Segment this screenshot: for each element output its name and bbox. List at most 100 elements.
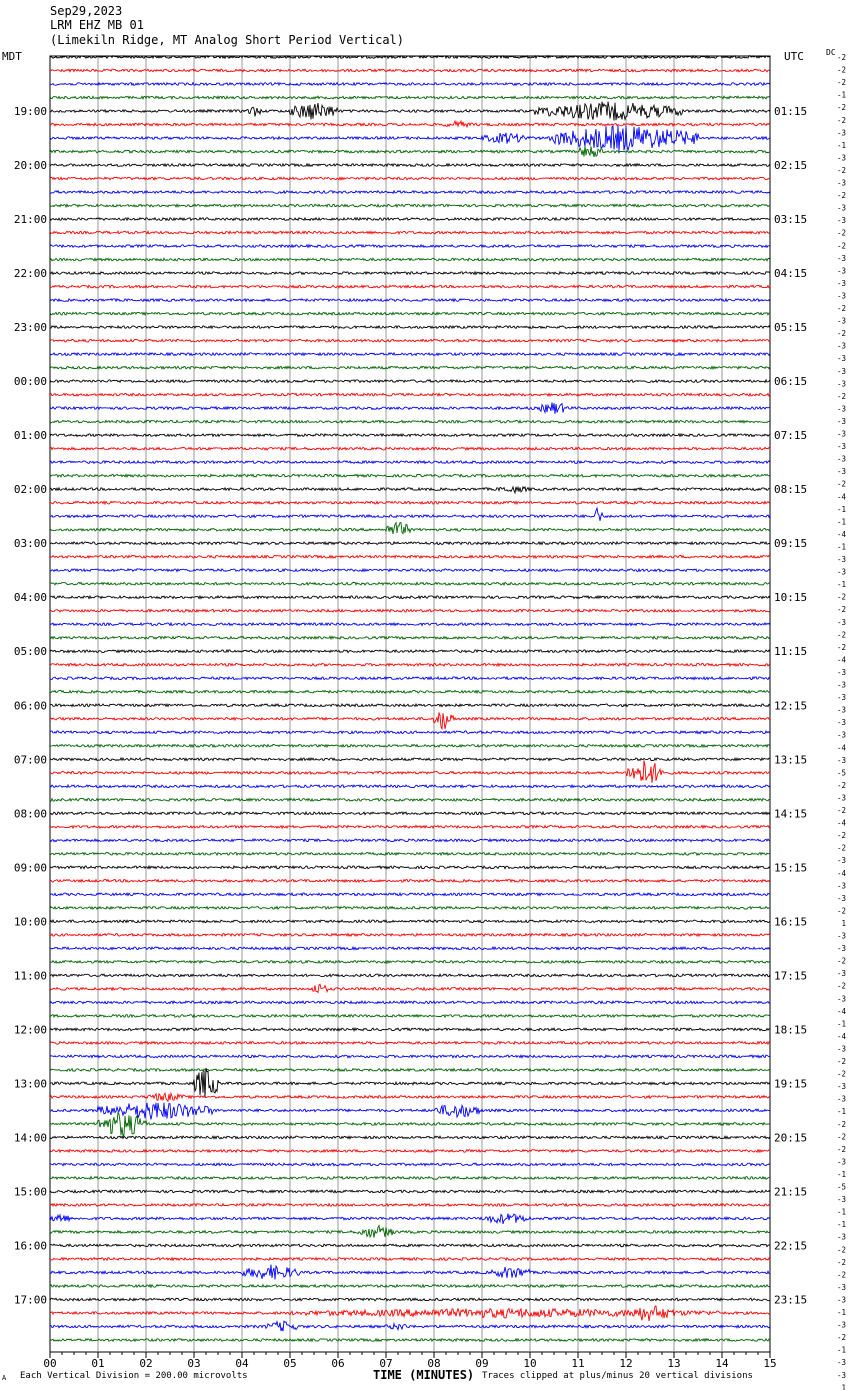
left-timezone-label: MDT — [2, 50, 22, 63]
dc-offset-value: -3 — [837, 568, 846, 577]
dc-offset-value: -1 — [837, 1019, 846, 1028]
dc-offset-value: -3 — [837, 793, 846, 802]
plot-date: Sep29,2023 — [50, 4, 123, 18]
dc-offset-value: -3 — [837, 342, 846, 351]
seismic-trace — [49, 999, 771, 1005]
dc-offset-value: -2 — [837, 1120, 846, 1129]
seismic-trace — [49, 702, 771, 708]
dc-offset-value: -3 — [837, 693, 846, 702]
dc-offset-value: -3 — [837, 254, 846, 263]
seismic-trace — [49, 485, 770, 495]
x-tick-label: 04 — [235, 1357, 249, 1370]
dc-offset-value: -2 — [837, 906, 846, 915]
left-hour-label: 23:00 — [14, 321, 47, 334]
seismic-trace — [49, 392, 771, 398]
x-tick-label: 12 — [619, 1357, 632, 1370]
seismic-trace — [49, 711, 771, 731]
dc-offset-value: -2 — [837, 605, 846, 614]
dc-offset-value: -3 — [837, 994, 846, 1003]
seismic-trace — [49, 1305, 771, 1322]
dc-offset-value: -2 — [837, 191, 846, 200]
dc-offset-value: -3 — [837, 404, 846, 413]
seismic-trace — [49, 662, 771, 668]
dc-offset-value: -2 — [837, 392, 846, 401]
dc-offset-value: -2 — [837, 957, 846, 966]
seismic-trace — [49, 743, 771, 749]
seismic-trace — [49, 54, 771, 60]
x-axis-title: TIME (MINUTES) — [373, 1368, 475, 1382]
dc-offset-value: -3 — [837, 216, 846, 225]
dc-offset-value: -1 — [837, 580, 846, 589]
dc-offset-value: -1 — [837, 505, 846, 514]
seismic-trace — [49, 864, 771, 870]
right-hour-label: 07:15 — [774, 429, 807, 442]
dc-offset-value: -4 — [837, 655, 847, 664]
seismic-trace — [50, 581, 771, 586]
dc-offset-value: -4 — [837, 819, 847, 828]
right-hour-label: 13:15 — [774, 753, 807, 766]
dc-offset-value: -3 — [837, 279, 846, 288]
seismic-trace — [49, 473, 771, 479]
seismic-trace — [49, 756, 771, 762]
seismic-trace — [49, 81, 771, 87]
right-hour-label: 05:15 — [774, 321, 807, 334]
dc-offset-value: -3 — [837, 128, 846, 137]
left-hour-label: 12:00 — [14, 1023, 47, 1036]
seismic-trace — [49, 203, 771, 209]
right-hour-label: 11:15 — [774, 645, 807, 658]
dc-offset-value: -3 — [837, 1371, 846, 1380]
seismic-trace — [50, 1320, 771, 1332]
seismic-trace — [49, 1148, 770, 1154]
dc-offset-value: -2 — [837, 643, 846, 652]
dc-offset-value: -5 — [837, 1183, 846, 1192]
right-hour-label: 19:15 — [774, 1077, 807, 1090]
dc-offset-value: -3 — [837, 706, 846, 715]
right-hour-label: 23:15 — [774, 1293, 807, 1306]
dc-offset-value: -1 — [837, 1346, 846, 1355]
seismic-trace — [49, 797, 771, 803]
seismic-trace — [49, 257, 771, 262]
dc-offset-value: -1 — [837, 542, 846, 551]
seismic-trace — [49, 1297, 771, 1302]
dc-offset-value: -2 — [837, 1057, 846, 1066]
seismic-trace — [49, 1013, 771, 1019]
seismic-trace — [49, 932, 771, 938]
x-tick-label: 09 — [475, 1357, 488, 1370]
dc-offset-value: -2 — [837, 304, 846, 313]
seismic-trace — [49, 760, 770, 783]
left-hour-label: 07:00 — [14, 753, 47, 766]
dc-offset-value: -3 — [837, 430, 846, 439]
dc-offset-value: -1 — [837, 517, 846, 526]
dc-offset-value: -1 — [837, 1208, 846, 1217]
right-hour-label: 03:15 — [774, 213, 807, 226]
dc-offset-value: -2 — [837, 229, 846, 238]
seismic-trace — [49, 230, 771, 236]
dc-offset-value: -3 — [837, 1295, 846, 1304]
seismic-trace — [49, 270, 771, 276]
dc-offset-value: -1 — [837, 1107, 846, 1116]
dc-offset-value: -4 — [837, 869, 847, 878]
seismic-trace — [49, 783, 771, 789]
seismic-trace — [49, 189, 771, 195]
seismic-trace — [49, 521, 771, 535]
seismic-trace — [49, 878, 771, 884]
x-tick-label: 03 — [187, 1357, 200, 1370]
seismic-trace — [49, 891, 770, 897]
seismic-trace — [49, 446, 771, 451]
seismic-trace — [49, 216, 771, 222]
dc-offset-value: -1 — [837, 1220, 846, 1229]
seismic-trace — [49, 1256, 771, 1262]
seismic-trace — [49, 365, 771, 371]
dc-offset-value: -3 — [837, 367, 846, 376]
dc-offset-value: -3 — [837, 179, 846, 188]
dc-offset-value: -2 — [837, 103, 846, 112]
seismic-trace — [49, 378, 771, 384]
right-hour-label: 21:15 — [774, 1185, 807, 1198]
seismic-trace — [49, 554, 771, 560]
dc-offset-value: -3 — [837, 1157, 846, 1166]
dc-offset-value: -3 — [837, 894, 846, 903]
x-tick-label: 14 — [715, 1357, 729, 1370]
right-hour-label: 10:15 — [774, 591, 807, 604]
seismic-trace — [49, 432, 771, 438]
